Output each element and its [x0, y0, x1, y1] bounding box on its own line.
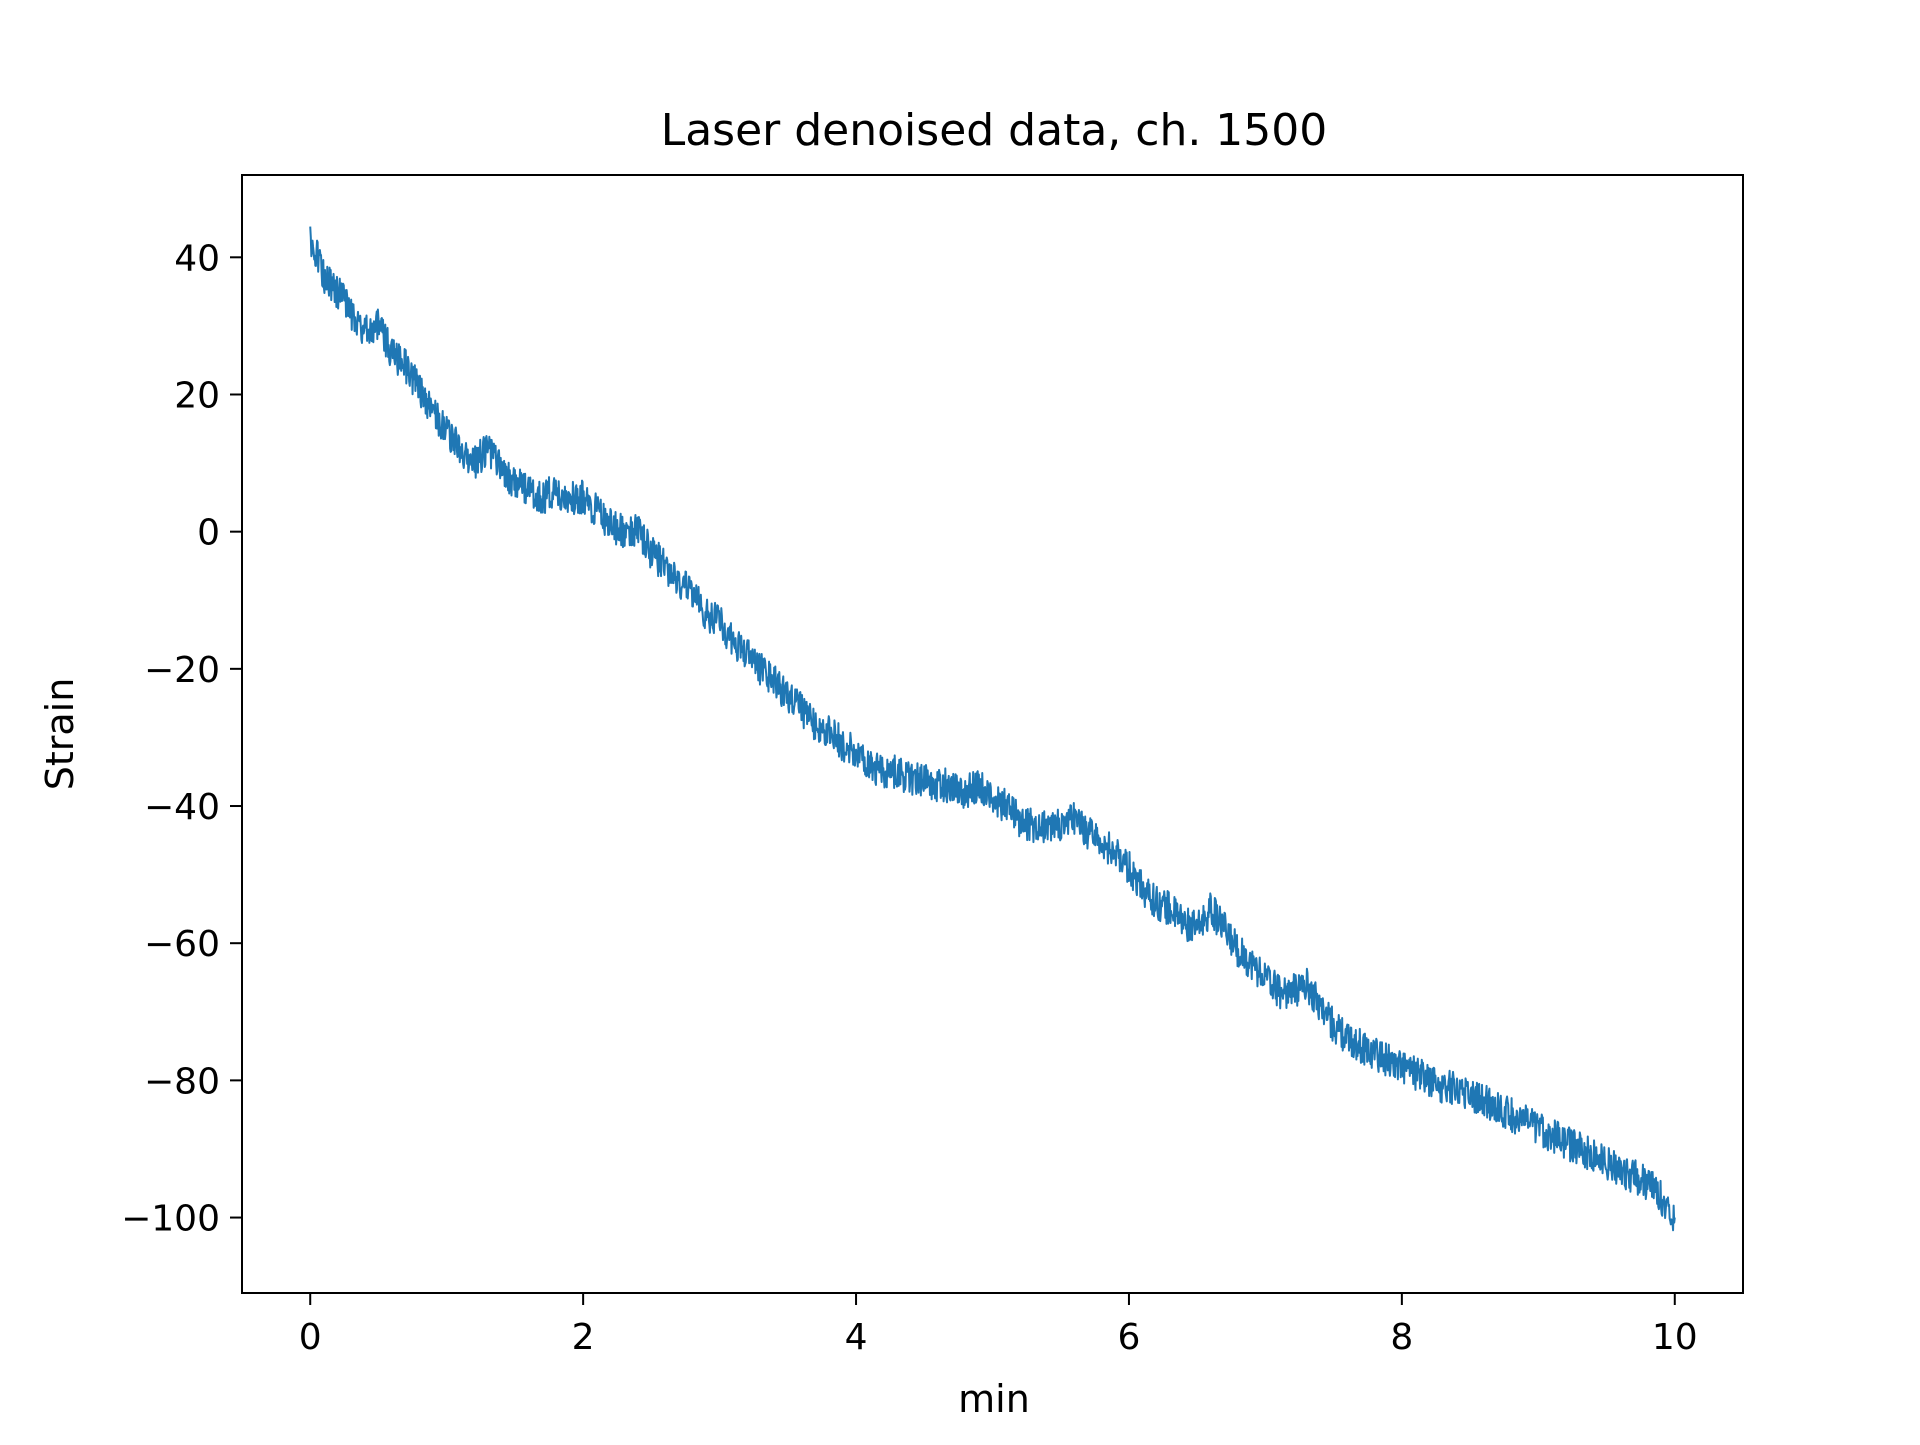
x-tick-label: 2 — [572, 1317, 595, 1358]
y-tick-label: 20 — [174, 375, 220, 416]
y-tick-label: −20 — [144, 650, 220, 691]
x-tick-label: 4 — [845, 1317, 868, 1358]
series-line-0 — [309, 226, 1676, 1232]
x-tick-label: 6 — [1118, 1317, 1141, 1358]
x-axis-label: min — [958, 1377, 1030, 1421]
plot-area — [309, 226, 1676, 1232]
y-tick-label: −60 — [144, 924, 220, 965]
y-tick-label: 40 — [174, 238, 220, 279]
x-tick-label: 10 — [1652, 1317, 1698, 1358]
y-axis-label: Strain — [38, 678, 82, 791]
y-tick-label: 0 — [197, 513, 220, 554]
axes-frame — [241, 174, 1744, 1294]
x-tick-label: 0 — [299, 1317, 322, 1358]
y-tick-label: −100 — [121, 1199, 220, 1240]
chart-title: Laser denoised data, ch. 1500 — [661, 105, 1328, 156]
y-axis-ticks: 40 20 0 −20 −40 −60 −80 −100 — [121, 238, 242, 1240]
y-tick-label: −80 — [144, 1061, 220, 1102]
x-tick-label: 8 — [1390, 1317, 1413, 1358]
x-axis-ticks: 0 2 4 6 8 10 — [299, 1293, 1698, 1358]
y-tick-label: −40 — [144, 787, 220, 828]
